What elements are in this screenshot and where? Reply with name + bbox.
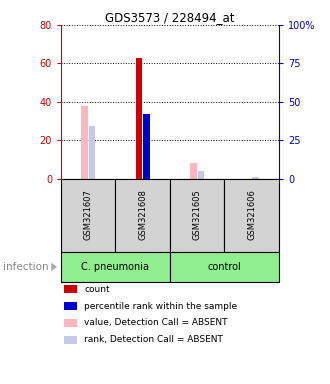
Bar xyxy=(170,252,279,282)
Bar xyxy=(81,106,88,179)
Text: count: count xyxy=(84,285,110,294)
Text: GSM321605: GSM321605 xyxy=(193,190,202,240)
Bar xyxy=(190,163,197,179)
Text: C. pneumonia: C. pneumonia xyxy=(82,262,149,272)
Text: control: control xyxy=(208,262,241,272)
Text: value, Detection Call = ABSENT: value, Detection Call = ABSENT xyxy=(84,318,228,328)
Text: GSM321607: GSM321607 xyxy=(84,190,93,240)
Bar xyxy=(224,179,279,252)
Text: infection: infection xyxy=(3,262,49,272)
Bar xyxy=(61,252,170,282)
Text: percentile rank within the sample: percentile rank within the sample xyxy=(84,301,237,311)
Polygon shape xyxy=(51,263,57,271)
Bar xyxy=(198,171,204,179)
Text: rank, Detection Call = ABSENT: rank, Detection Call = ABSENT xyxy=(84,335,223,344)
Bar xyxy=(170,179,224,252)
Bar xyxy=(252,177,259,179)
Bar xyxy=(143,114,150,179)
Bar xyxy=(89,126,95,179)
Title: GDS3573 / 228494_at: GDS3573 / 228494_at xyxy=(105,11,235,24)
Bar xyxy=(61,179,116,252)
Bar xyxy=(115,179,170,252)
Bar xyxy=(136,58,142,179)
Text: GSM321606: GSM321606 xyxy=(247,190,256,240)
Text: GSM321608: GSM321608 xyxy=(138,190,147,240)
